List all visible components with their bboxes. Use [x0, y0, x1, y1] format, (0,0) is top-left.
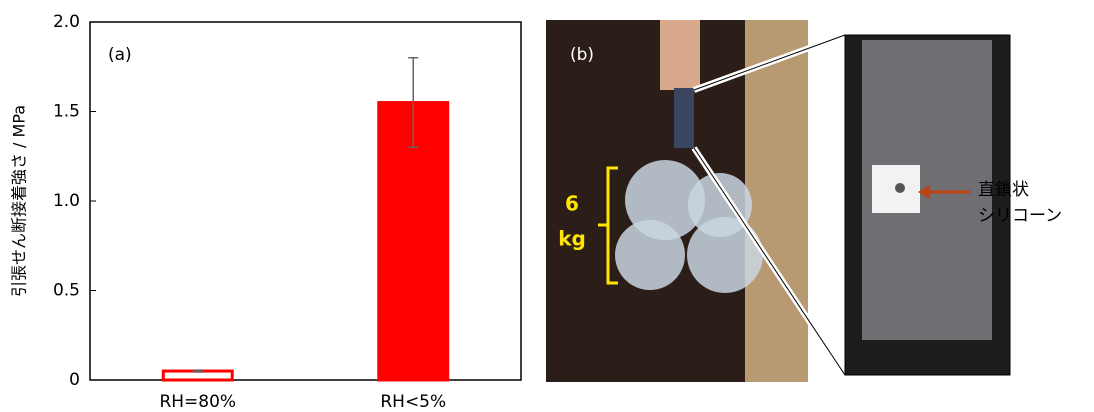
- callout-label: シリコーン: [978, 206, 1062, 226]
- panel-label: (a): [108, 45, 132, 65]
- plot-frame: [90, 22, 521, 380]
- callout-label: 直鎖状: [978, 180, 1029, 200]
- y-tick-label: 2.0: [53, 12, 80, 32]
- trousers: [745, 20, 808, 382]
- x-tick-label: RH<5%: [380, 392, 446, 412]
- bottle: [687, 217, 763, 293]
- photo-left: (b) 6 kg: [546, 20, 808, 382]
- specimen: [674, 88, 694, 148]
- silicone: [895, 183, 905, 193]
- weight-label: kg: [558, 227, 586, 251]
- y-tick-label: 0: [69, 370, 80, 390]
- photo-right: [845, 35, 1010, 375]
- y-tick-label: 1.0: [53, 191, 80, 211]
- y-axis-label: 引張せん断接着強さ / MPa: [10, 105, 29, 297]
- panel-label: (b): [570, 45, 594, 65]
- hand: [660, 20, 700, 90]
- y-tick-label: 0.5: [53, 281, 80, 301]
- weight-label: 6: [565, 192, 579, 216]
- bottle: [615, 220, 685, 290]
- figure: (a) 引張せん断接着強さ / MPa (b) 6 kg 直鎖状 シリコーン 0…: [0, 0, 1094, 412]
- y-tick-label: 1.5: [53, 102, 80, 122]
- x-tick-label: RH=80%: [159, 392, 236, 412]
